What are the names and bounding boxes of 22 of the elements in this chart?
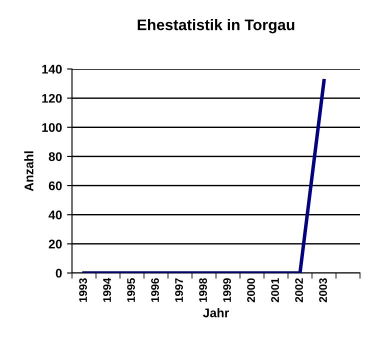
- x-tick-label: 1997: [175, 278, 183, 302]
- x-tick-label: 1996: [151, 278, 159, 302]
- y-tick-label: 80: [48, 152, 62, 162]
- y-tick-label: 20: [48, 240, 62, 249]
- y-tick-label: 140: [42, 64, 62, 74]
- y-axis-title: Anzahl: [24, 151, 34, 192]
- x-tick-label: 1999: [223, 278, 231, 302]
- y-tick-label: 100: [42, 123, 62, 132]
- x-axis-title: Jahr: [202, 308, 230, 318]
- chart-title: Ehestatistik in Torgau: [138, 19, 294, 34]
- x-tick-label: 1998: [199, 278, 207, 302]
- x-tick-label: 1993: [79, 278, 87, 302]
- x-tick-label: 1994: [103, 278, 111, 302]
- x-tick-label: 2002: [295, 278, 303, 302]
- y-tick-label: 120: [42, 94, 62, 103]
- y-tick-label: 40: [48, 210, 62, 220]
- x-tick-label: 2001: [271, 278, 279, 302]
- x-tick-label: 1995: [127, 278, 135, 302]
- x-tick-label: 2000: [247, 278, 255, 302]
- y-tick-label: 60: [48, 181, 62, 190]
- x-tick-label: 2003: [319, 278, 327, 302]
- y-tick-label: 0: [56, 268, 62, 278]
